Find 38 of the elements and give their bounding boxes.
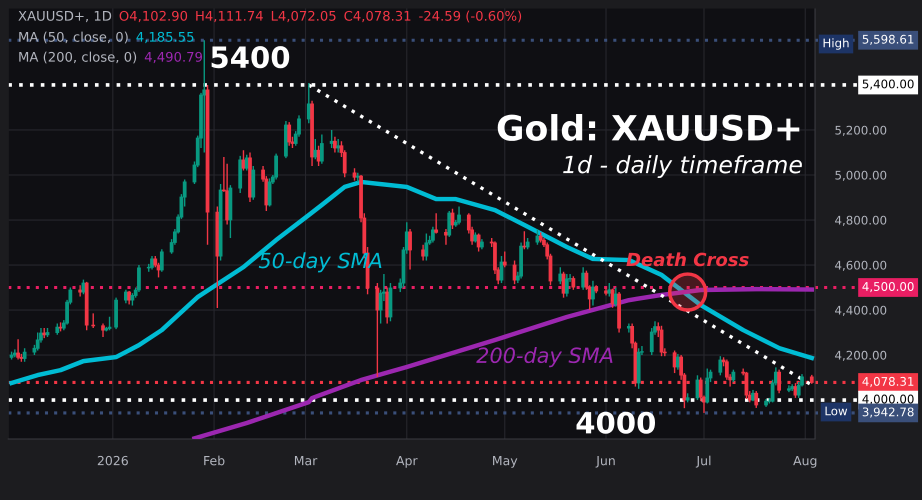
ref-line-label: 5,400.00 [862,79,914,90]
x-tick-label: Aug [793,456,816,468]
annotation: L4,072.05 [272,10,336,22]
annotation: XAUUSD+, 1D [18,10,112,22]
ref-line-label: 5,598.61 [862,34,914,45]
x-tick-label: Mar [294,456,318,466]
text: High [824,38,849,50]
annotation: -24.59 (-0.60%) [419,10,522,22]
text: 1d - daily timeframe [563,155,802,178]
y-tick-label: 4,800.00 [835,216,886,226]
annotation: 5400 [212,46,290,68]
ref-line-label: 3,942.78 [862,407,914,418]
annotation: O4,102.90 [120,10,188,22]
y-tick-label: 5,200.00 [835,126,886,136]
x-tick-label: 2026 [98,456,128,466]
annotation: 4,185.55 [136,32,194,44]
annotation: C4,078.31 [344,10,410,22]
annotation: MA (50, close, 0) [19,32,128,44]
annotation: MA (200, close, 0) [19,52,136,64]
annotation: 4,490.79 [144,52,202,64]
y-tick-label: 4,400.00 [835,306,886,316]
y-tick-label: 4,200.00 [835,350,886,361]
series-label: 200-day SMA [476,347,612,368]
x-tick-label: Feb [204,456,224,466]
y-tick-label: 4,600.00 [835,260,886,271]
x-tick-label: Jul [696,456,710,468]
annotation: 4000 [576,412,656,434]
x-tick-label: May [493,456,518,468]
annotation: H4,111.74 [196,11,263,22]
y-tick-label: 5,000.00 [835,170,886,181]
text: Low [826,406,848,416]
text: Gold: XAUUSD+ [498,114,800,141]
x-tick-label: Jun [596,456,615,468]
x-tick-label: Apr [396,456,418,468]
ref-line-label: 4,000.00 [862,394,914,405]
ref-line-label: 4,078.31 [862,376,914,388]
annotation: Death Cross [626,252,749,266]
ref-line-label: 4,500.00 [862,282,914,292]
